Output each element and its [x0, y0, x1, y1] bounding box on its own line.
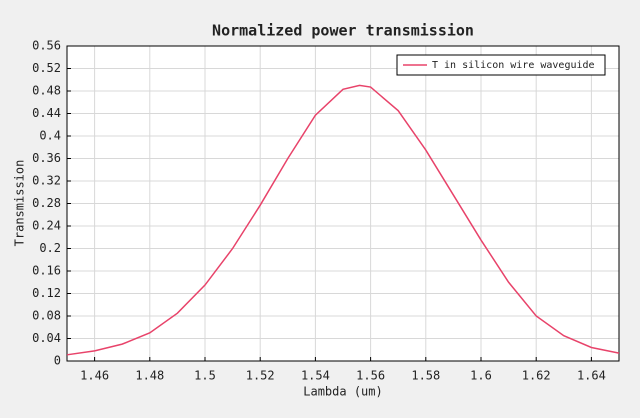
plot-frame	[66, 45, 620, 362]
x-tick-label: 1.48	[135, 369, 164, 383]
y-tick-label: 0.36	[32, 151, 61, 165]
y-tick-label: 0.56	[32, 39, 61, 53]
x-tick-label: 1.52	[246, 369, 275, 383]
x-tick-label: 1.64	[577, 369, 606, 383]
legend-box	[396, 54, 606, 76]
y-tick-label: 0.28	[32, 196, 61, 210]
x-tick-label: 1.54	[301, 369, 330, 383]
y-tick-label: 0.32	[32, 174, 61, 188]
y-tick-label: 0.12	[32, 286, 61, 300]
y-tick-label: 0.04	[32, 331, 61, 345]
x-tick-label: 1.56	[356, 369, 385, 383]
y-tick-label: 0.16	[32, 264, 61, 278]
y-tick-label: 0.08	[32, 309, 61, 323]
chart-title: Normalized power transmission	[212, 22, 474, 40]
x-tick-label: 1.6	[470, 369, 492, 383]
y-tick-label: 0.4	[39, 129, 61, 143]
x-axis-label: Lambda (um)	[303, 385, 382, 399]
y-tick-label: 0.24	[32, 219, 61, 233]
x-tick-label: 1.5	[194, 369, 216, 383]
y-tick-label: 0.2	[39, 241, 61, 255]
y-tick-label: 0.44	[32, 106, 61, 120]
y-axis-label: Transmission	[13, 160, 27, 247]
y-tick-label: 0	[54, 354, 61, 368]
x-tick-label: 1.62	[522, 369, 551, 383]
y-tick-label: 0.48	[32, 84, 61, 98]
y-tick-label: 0.52	[32, 61, 61, 75]
x-tick-label: 1.58	[411, 369, 440, 383]
legend-label: T in silicon wire waveguide	[432, 60, 595, 71]
data-line	[66, 84, 620, 356]
x-tick-label: 1.46	[80, 369, 109, 383]
